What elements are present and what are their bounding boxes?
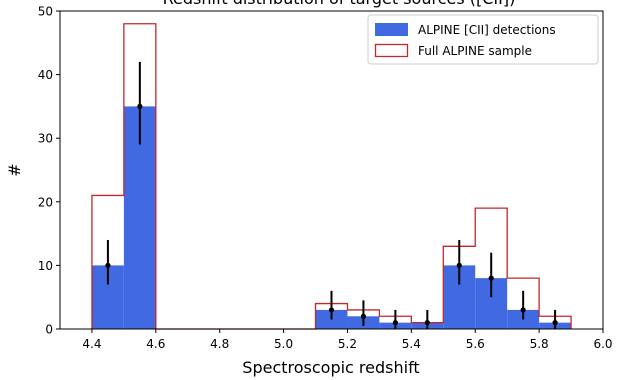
error-bar-point xyxy=(424,320,430,326)
y-axis-label: # xyxy=(5,163,24,176)
x-tick-label: 5.4 xyxy=(402,337,421,351)
error-bar-point xyxy=(488,275,494,281)
error-bars-layer xyxy=(105,61,558,329)
y-tick-label: 0 xyxy=(45,323,53,337)
legend-swatch-full-sample xyxy=(374,43,409,58)
legend-box xyxy=(367,14,599,65)
x-tick-label: 4.6 xyxy=(146,337,165,351)
y-tick-label: 50 xyxy=(38,5,53,19)
x-tick-label: 4.8 xyxy=(210,337,229,351)
y-tick-label: 30 xyxy=(38,132,53,146)
y-tick-label: 20 xyxy=(38,195,53,209)
detections-bar xyxy=(507,309,540,329)
x-tick-label: 4.4 xyxy=(82,337,101,351)
x-axis-ticks: 4.4 4.6 4.8 5.0 5.2 5.4 5.6 5.8 6.0 xyxy=(82,329,613,351)
x-axis-label: Spectroscopic redshift xyxy=(242,358,419,377)
error-bar-point xyxy=(360,313,367,319)
x-tick-label: 5.8 xyxy=(530,337,549,351)
x-tick-label: 5.6 xyxy=(466,337,485,351)
plot-frame xyxy=(59,10,604,330)
error-bar-point xyxy=(552,320,558,326)
x-tick-label: 6.0 xyxy=(593,337,612,351)
legend: ALPINE [CII] detections Full ALPINE samp… xyxy=(367,14,599,65)
error-bar-point xyxy=(137,103,143,109)
y-tick-label: 40 xyxy=(38,68,53,82)
x-tick-label: 5.0 xyxy=(274,337,293,351)
y-tick-label: 10 xyxy=(38,259,53,273)
x-tick-label: 5.2 xyxy=(338,337,357,351)
legend-label-detections: ALPINE [CII] detections xyxy=(418,23,556,37)
error-bar-point xyxy=(105,262,111,268)
error-bar-point xyxy=(520,307,526,313)
y-axis-ticks: 0 10 20 30 40 50 xyxy=(38,5,60,337)
error-bar-point xyxy=(392,320,398,326)
error-bar-point xyxy=(328,307,335,313)
chart-title: Redshift distribution of target sources … xyxy=(163,0,516,8)
error-bar-point xyxy=(456,262,462,268)
legend-label-full-sample: Full ALPINE sample xyxy=(418,44,532,58)
detections-bar xyxy=(315,309,348,329)
legend-swatch-detections xyxy=(375,23,408,36)
